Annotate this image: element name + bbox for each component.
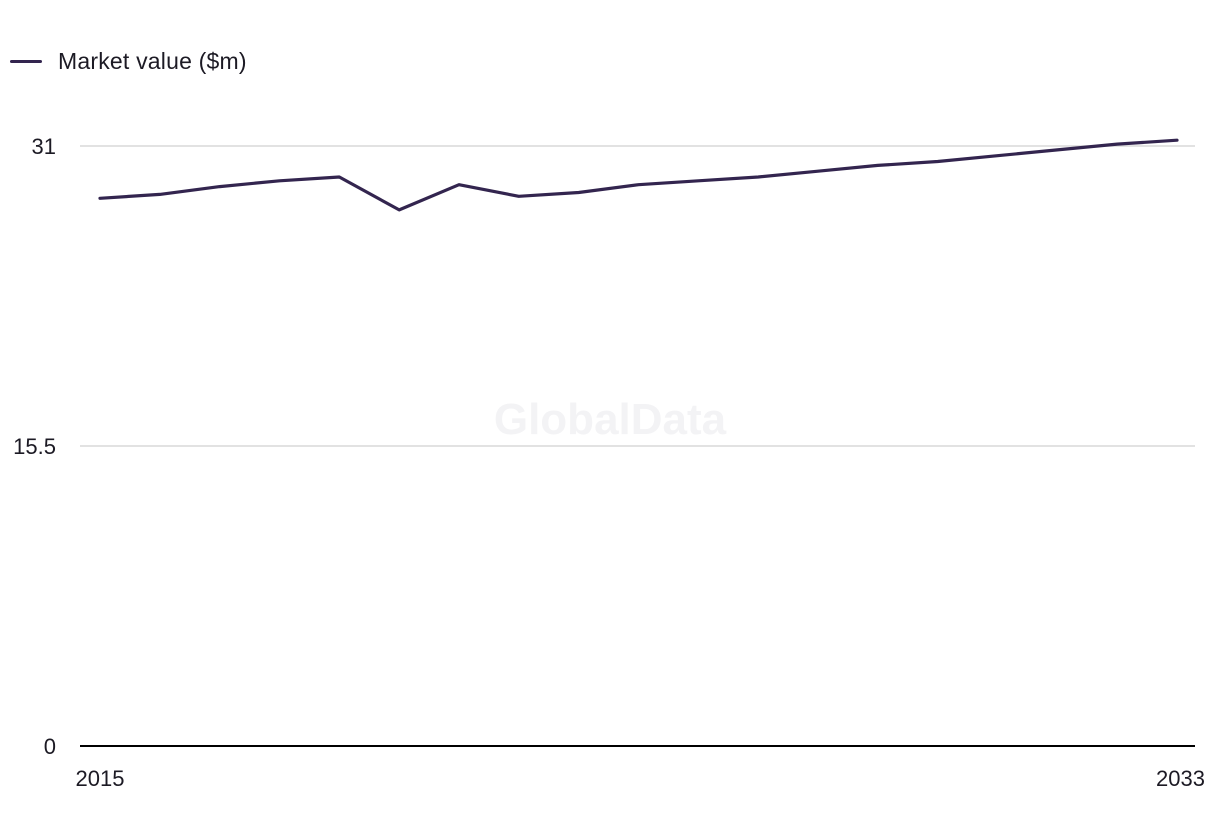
series-line-market-value (98, 138, 1179, 212)
x-tick-label: 2015 (76, 766, 125, 791)
watermark-text: GlobalData (494, 395, 727, 444)
y-tick-label: 0 (44, 734, 56, 759)
x-tick-label: 2033 (1156, 766, 1205, 791)
y-tick-label: 31 (32, 134, 56, 159)
legend-swatch (10, 59, 42, 63)
legend-label: Market value ($m) (58, 47, 247, 74)
y-tick-label: 15.5 (13, 434, 56, 459)
chart-legend: Market value ($m) (10, 46, 247, 76)
